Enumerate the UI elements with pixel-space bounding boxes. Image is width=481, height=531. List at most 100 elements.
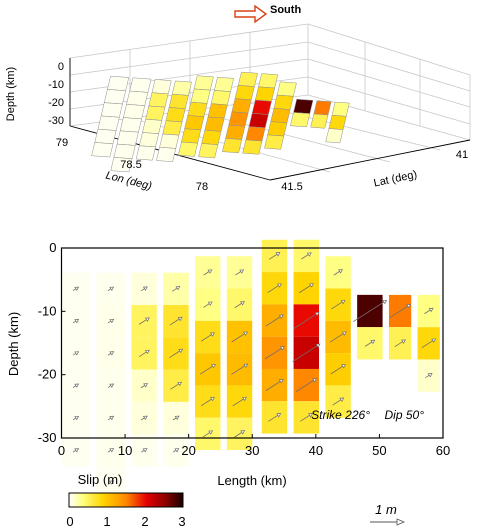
slip-vector <box>330 364 347 375</box>
plane-patch <box>142 118 163 134</box>
slip-vector <box>107 383 115 388</box>
slip-vector <box>232 396 247 407</box>
plane-patch <box>110 157 133 173</box>
plane-patch <box>273 94 294 110</box>
slip-vector <box>140 286 148 292</box>
plane-patch <box>254 86 275 102</box>
plane-patch <box>198 143 219 159</box>
plane-patch <box>210 90 231 106</box>
plane-patch <box>126 90 149 106</box>
y-tick-label: -20 <box>38 367 57 382</box>
lat-axis-label: Lat (deg) <box>373 169 419 190</box>
slip-vector <box>264 346 285 360</box>
plane-patch <box>94 128 117 145</box>
z-tick: -10 <box>48 79 64 91</box>
plane-patch <box>222 138 243 154</box>
plane-patch <box>100 102 123 118</box>
slip-vector <box>203 269 213 276</box>
slip-vector <box>333 269 343 276</box>
slip-vector <box>138 317 150 325</box>
plane-patch <box>234 85 255 101</box>
x-tick-label: 50 <box>372 443 386 458</box>
slip-vector <box>202 430 214 438</box>
slip-vector <box>171 286 181 292</box>
lon-axis-ticks: 79 78.5 78 <box>56 137 208 193</box>
plane-patch <box>181 128 202 144</box>
slip-vector <box>301 252 312 260</box>
slip-vector <box>72 319 80 324</box>
strike-label: Strike 226° <box>311 408 370 422</box>
slip-vector <box>140 415 148 421</box>
slip-vector <box>267 283 282 293</box>
plane-patch <box>91 142 114 158</box>
plane-patch <box>165 107 186 123</box>
z-axis-ticks: 0 -10 -20 -30 <box>48 61 64 127</box>
slip-vector <box>200 332 215 342</box>
x-axis-label: Length (km) <box>217 473 286 488</box>
slip-vector <box>424 307 434 315</box>
lon-axis-label: Lon (deg) <box>104 170 153 193</box>
lat-tick: 41 <box>456 149 468 161</box>
plane-patch <box>171 80 192 96</box>
slip-map: 0 10 20 30 40 50 60 0 -10 -20 -30 Strike 226° Dip … <box>6 239 451 499</box>
slip-vector <box>107 415 115 421</box>
plane-patch <box>190 88 211 104</box>
plane-patch <box>148 92 169 108</box>
slip-vector <box>140 383 149 389</box>
slip-vector <box>231 331 248 343</box>
plane-patch <box>123 104 146 120</box>
z-tick: 0 <box>58 61 64 73</box>
plane-patch <box>251 99 272 115</box>
slip-vector <box>141 448 148 453</box>
slip-vector <box>300 413 313 422</box>
plane-patch <box>116 130 139 146</box>
colorbar: Slip (m) 0 1 2 3 <box>66 472 185 529</box>
plane-patch <box>313 100 332 116</box>
axes-2d: 0 10 20 30 40 50 60 0 -10 -20 -30 <box>38 240 451 458</box>
slip-vector <box>295 378 317 392</box>
slip-vector <box>231 363 249 375</box>
plane-patch <box>184 115 205 131</box>
plane-patch <box>156 146 177 162</box>
plane-patch <box>258 73 279 89</box>
y-tick-label: -10 <box>38 303 57 318</box>
slip-vector <box>107 448 115 453</box>
plane-patch <box>231 98 252 114</box>
plane-patch <box>228 111 249 127</box>
x-tick-label: 60 <box>436 443 450 458</box>
slip-vector <box>199 364 216 375</box>
slip-vector <box>107 480 115 485</box>
fault-plane-surface <box>91 71 350 173</box>
colorbar-tick: 3 <box>178 514 185 529</box>
slip-vector <box>200 396 215 407</box>
plane-patch <box>145 105 166 121</box>
z-tick: -20 <box>48 97 64 109</box>
slip-vector <box>421 338 437 349</box>
slip-vectors <box>72 252 437 485</box>
plane-patch <box>331 101 350 117</box>
slip-vector <box>107 286 115 292</box>
plot-frame <box>60 247 444 439</box>
plane-patch <box>162 120 183 136</box>
plane-patch <box>270 108 291 124</box>
y-axis-label: Depth (km) <box>6 312 21 376</box>
fault-3d-view: South 0 -10 -20 -30 Depth (km) 79 78.5 7… <box>5 4 471 193</box>
plane-patch <box>113 143 136 159</box>
slip-vector <box>234 301 245 309</box>
lon-tick: 79 <box>56 137 68 149</box>
slip-cells <box>61 239 440 499</box>
slip-vector <box>329 331 347 343</box>
lat-tick: 41.5 <box>281 181 302 193</box>
colorbar-label: Slip (m) <box>78 472 123 487</box>
z-tick: -30 <box>48 115 64 127</box>
plane-patch <box>204 116 225 132</box>
lon-tick: 78 <box>196 181 208 193</box>
scale-arrow-label: 1 m <box>375 502 397 517</box>
colorbar-tick: 0 <box>66 514 73 529</box>
slip-vector <box>234 430 246 438</box>
slip-vector <box>265 379 284 391</box>
x-tick-label: 0 <box>58 443 65 458</box>
colorbar-tick: 1 <box>103 514 110 529</box>
plane-patch <box>129 77 152 93</box>
